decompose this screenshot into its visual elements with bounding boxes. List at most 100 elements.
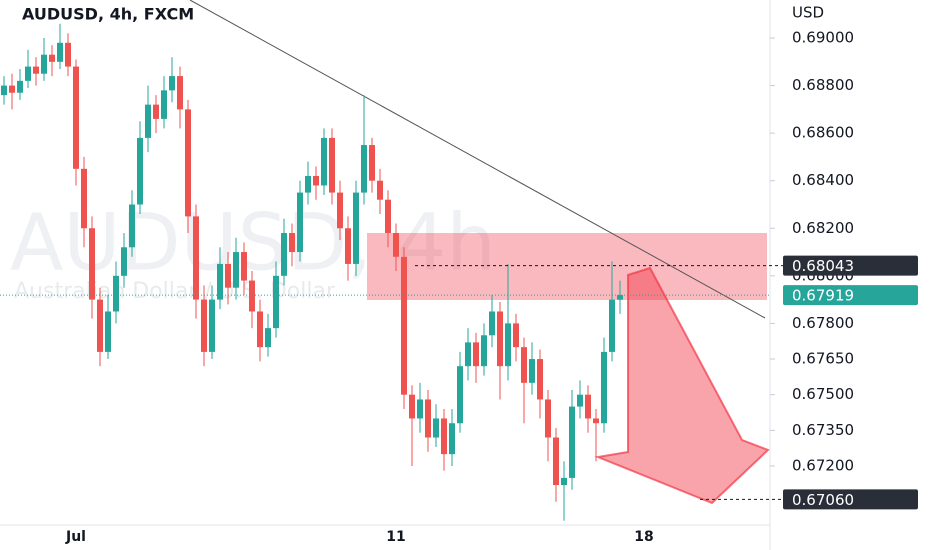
candle-body	[569, 406, 575, 478]
candle-body	[177, 76, 183, 110]
candle-body	[33, 66, 39, 74]
candle-body	[473, 342, 479, 367]
down-arrow	[594, 266, 770, 505]
candle-body	[433, 418, 439, 438]
candle-body	[345, 228, 351, 264]
candle-body	[609, 299, 615, 352]
price-level-box	[783, 489, 918, 510]
resistance-zone	[367, 233, 767, 300]
candle-body	[489, 311, 495, 336]
candle-body	[281, 233, 287, 276]
last-price-label: 0.67919	[792, 287, 854, 305]
candle-body	[465, 342, 471, 367]
candle-body	[321, 137, 327, 186]
candle-body	[377, 180, 383, 200]
candle-body	[297, 192, 303, 253]
candle-body	[65, 42, 71, 67]
candle-body	[409, 394, 415, 419]
chart-title: AUDUSD, 4h, FXCM	[22, 5, 194, 24]
candle-body	[313, 175, 319, 186]
y-tick-label: 0.68800	[792, 76, 854, 94]
y-tick-label: 0.68600	[792, 124, 854, 142]
candle-body	[289, 233, 295, 253]
last-price-box	[783, 285, 918, 306]
candle-body	[225, 263, 231, 288]
candle-body	[593, 418, 599, 424]
y-tick-label: 0.67350	[792, 421, 854, 439]
candle-body	[441, 418, 447, 455]
candle-body	[417, 399, 423, 419]
candle-body	[25, 66, 31, 81]
x-tick-label: 11	[386, 529, 405, 545]
candle-body	[305, 175, 311, 193]
candle-body	[369, 145, 375, 181]
candle-body	[545, 399, 551, 438]
y-tick-label: 0.68200	[792, 219, 854, 237]
y-tick-label: 0.69000	[792, 29, 854, 47]
watermark-subtitle: Australian Dollar / U.S. Dollar	[14, 279, 336, 304]
x-tick-label: 18	[634, 529, 653, 545]
candle-body	[249, 280, 255, 312]
candle-body	[257, 311, 263, 348]
candle-body	[241, 252, 247, 281]
trend-line	[189, 0, 766, 319]
candle-body	[505, 323, 511, 367]
candle-body	[617, 295, 623, 300]
candle-body	[113, 275, 119, 312]
candle-body	[137, 137, 143, 205]
candle-body	[329, 137, 335, 193]
candle-body	[265, 328, 271, 348]
candle-body	[529, 359, 535, 383]
candle-body	[41, 54, 47, 74]
candle-body	[1, 85, 7, 96]
candle-body	[9, 85, 15, 93]
plot	[1, 23, 623, 521]
candle-body	[169, 76, 175, 91]
candle-body	[161, 90, 167, 119]
candle-body	[73, 66, 79, 169]
candle-body	[17, 80, 23, 93]
candle-body	[361, 145, 367, 193]
candle-body	[153, 104, 159, 119]
candle-body	[201, 299, 207, 352]
candle-body	[185, 109, 191, 217]
candle-body	[537, 359, 543, 400]
y-tick-label: 0.67500	[792, 385, 854, 403]
candle-body	[217, 263, 223, 300]
candle-body	[393, 233, 399, 257]
candle-body	[561, 477, 567, 486]
candle-body	[457, 366, 463, 424]
candle-body	[145, 104, 151, 138]
candle-body	[233, 252, 239, 288]
candle-body	[193, 216, 199, 300]
candle-body	[209, 299, 215, 352]
candle-body	[105, 311, 111, 352]
candle-body	[121, 247, 127, 276]
candle-body	[521, 347, 527, 383]
x-tick-label: Jul	[65, 529, 86, 545]
candle-body	[513, 323, 519, 348]
candle-body	[497, 311, 503, 367]
candle-body	[81, 168, 87, 229]
candle-body	[273, 275, 279, 329]
candle-body	[49, 54, 55, 62]
candle-body	[129, 204, 135, 248]
candle-body	[353, 192, 359, 264]
candle-body	[449, 423, 455, 455]
candle-body	[481, 335, 487, 367]
y-unit: USD	[792, 4, 824, 22]
y-tick-label: 0.68400	[792, 171, 854, 189]
candle-body	[385, 199, 391, 234]
price-level-label: 0.67060	[792, 491, 854, 509]
candle-body	[337, 192, 343, 229]
y-tick-label: 0.67650	[792, 350, 854, 368]
candle-body	[425, 399, 431, 438]
y-tick-label: 0.67800	[792, 314, 854, 332]
price-level-label: 0.68043	[792, 257, 854, 275]
candle-body	[401, 256, 407, 395]
candle-body	[577, 394, 583, 407]
candle-body	[601, 351, 607, 424]
candle-body	[97, 299, 103, 352]
